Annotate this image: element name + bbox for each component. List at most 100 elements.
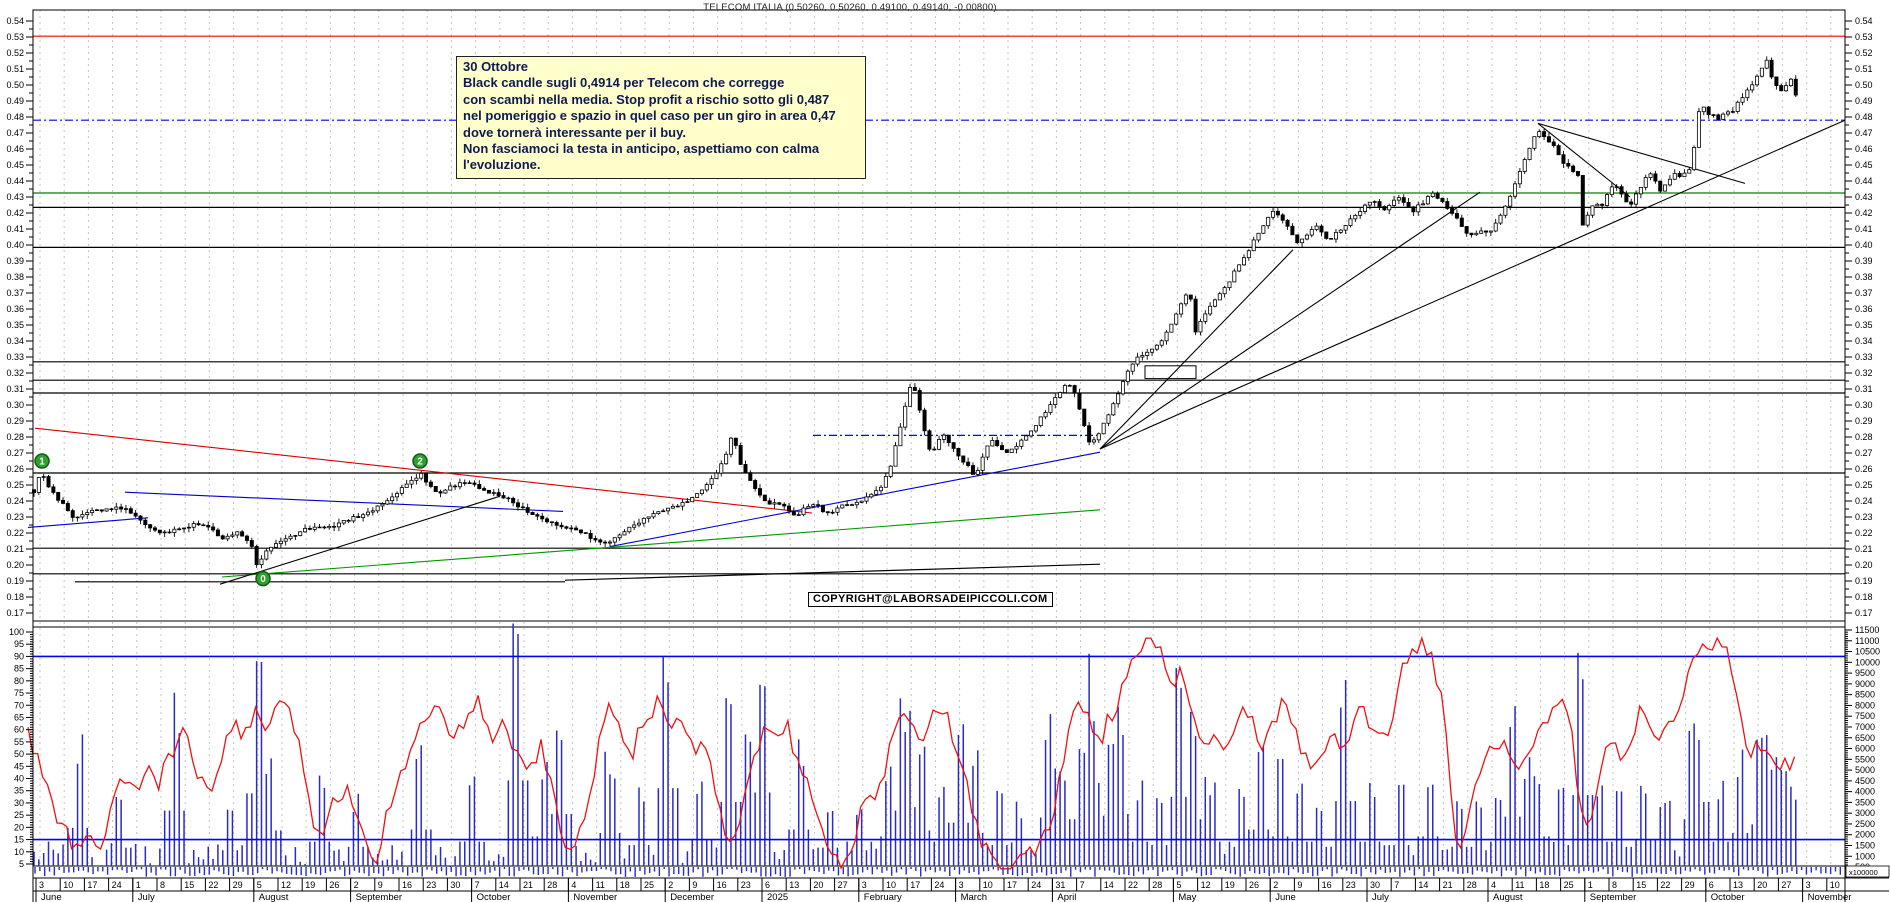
svg-text:1: 1 (1588, 880, 1593, 890)
svg-text:0.27: 0.27 (6, 448, 24, 458)
svg-text:0.32: 0.32 (1855, 368, 1873, 378)
svg-text:7: 7 (475, 880, 480, 890)
svg-text:16: 16 (717, 880, 727, 890)
svg-text:0.20: 0.20 (6, 560, 24, 570)
annotation-line: dove tornerà interessante per il buy. (463, 124, 686, 140)
svg-text:20: 20 (813, 880, 823, 890)
svg-text:95: 95 (14, 639, 24, 649)
svg-text:0.29: 0.29 (6, 416, 24, 426)
svg-text:28: 28 (1152, 880, 1162, 890)
svg-text:26: 26 (329, 880, 339, 890)
svg-text:60: 60 (14, 725, 24, 735)
svg-text:0.53: 0.53 (6, 32, 24, 42)
svg-text:0.44: 0.44 (6, 176, 24, 186)
svg-text:5: 5 (1176, 880, 1181, 890)
svg-text:0.49: 0.49 (6, 96, 24, 106)
svg-text:19: 19 (305, 880, 315, 890)
svg-text:7000: 7000 (1855, 722, 1875, 732)
oscillator-line (27, 635, 1796, 870)
svg-text:0.42: 0.42 (1855, 208, 1873, 218)
svg-text:April: April (1057, 892, 1076, 902)
svg-text:17: 17 (87, 880, 97, 890)
svg-text:22: 22 (1128, 880, 1138, 890)
svg-text:0.45: 0.45 (1855, 160, 1873, 170)
annotation-line: con scambi nella media. Stop profit a ri… (463, 91, 830, 107)
svg-text:26: 26 (1249, 880, 1259, 890)
svg-text:75: 75 (14, 688, 24, 698)
svg-text:24: 24 (1031, 880, 1041, 890)
svg-text:0.25: 0.25 (1855, 480, 1873, 490)
svg-text:February: February (864, 892, 902, 902)
gridlines (39, 10, 1832, 866)
svg-text:June: June (41, 892, 62, 902)
svg-text:0.18: 0.18 (6, 592, 24, 602)
svg-text:0.51: 0.51 (6, 64, 24, 74)
annotation-line: nel pomeriggio e spazio in quel caso per… (463, 108, 836, 124)
svg-text:3: 3 (862, 880, 867, 890)
svg-text:7: 7 (1394, 880, 1399, 890)
svg-text:31: 31 (1055, 880, 1065, 890)
svg-text:0.41: 0.41 (6, 224, 24, 234)
svg-text:0.44: 0.44 (1855, 176, 1873, 186)
svg-text:0.22: 0.22 (1855, 528, 1873, 538)
svg-text:0.26: 0.26 (1855, 464, 1873, 474)
svg-text:December: December (670, 892, 714, 902)
svg-text:22: 22 (1660, 880, 1670, 890)
svg-text:15: 15 (14, 835, 24, 845)
svg-text:4: 4 (1491, 880, 1496, 890)
svg-text:0.17: 0.17 (1855, 608, 1873, 618)
chart-title: TELECOM ITALIA (0.50260, 0.50260, 0.4910… (703, 2, 997, 13)
annotation-box[interactable]: 30 Ottobre Black candle sugli 0,4914 per… (456, 56, 866, 179)
svg-text:9: 9 (378, 880, 383, 890)
svg-text:0.30: 0.30 (6, 400, 24, 410)
svg-text:2025: 2025 (767, 892, 788, 902)
svg-text:9500: 9500 (1855, 668, 1875, 678)
trend-lines (27, 119, 1846, 585)
svg-text:0.39: 0.39 (6, 256, 24, 266)
svg-text:7: 7 (1080, 880, 1085, 890)
svg-text:0.37: 0.37 (6, 288, 24, 298)
svg-text:50: 50 (14, 749, 24, 759)
svg-text:0: 0 (260, 574, 266, 585)
svg-text:0.33: 0.33 (1855, 352, 1873, 362)
svg-text:24: 24 (112, 880, 122, 890)
wave-markers[interactable]: 1 0 2 (34, 453, 428, 587)
oscillator-threshold-lines (33, 655, 1845, 841)
svg-text:0.17: 0.17 (6, 608, 24, 618)
svg-text:2500: 2500 (1855, 819, 1875, 829)
svg-text:0.53: 0.53 (1855, 32, 1873, 42)
svg-text:9: 9 (692, 880, 697, 890)
svg-text:4000: 4000 (1855, 787, 1875, 797)
svg-text:1500: 1500 (1855, 841, 1875, 851)
svg-text:0.50: 0.50 (1855, 80, 1873, 90)
svg-text:0.36: 0.36 (6, 304, 24, 314)
svg-text:11500: 11500 (1855, 625, 1879, 635)
annotation-line: l'evoluzione. (463, 157, 541, 173)
svg-text:5000: 5000 (1855, 765, 1875, 775)
svg-text:22: 22 (208, 880, 218, 890)
svg-text:9000: 9000 (1855, 679, 1875, 689)
svg-text:1: 1 (136, 880, 141, 890)
svg-text:0.49: 0.49 (1855, 96, 1873, 106)
svg-text:17: 17 (910, 880, 920, 890)
svg-text:0.28: 0.28 (1855, 432, 1873, 442)
svg-text:11: 11 (1515, 880, 1524, 890)
svg-text:September: September (356, 892, 402, 902)
svg-text:0.19: 0.19 (1855, 576, 1873, 586)
svg-text:0.38: 0.38 (1855, 272, 1873, 282)
svg-text:28: 28 (547, 880, 557, 890)
svg-text:29: 29 (1685, 880, 1695, 890)
svg-text:4: 4 (571, 880, 576, 890)
svg-text:23: 23 (426, 880, 436, 890)
svg-text:3: 3 (39, 880, 44, 890)
svg-text:6500: 6500 (1855, 733, 1875, 743)
svg-text:3000: 3000 (1855, 808, 1875, 818)
svg-text:25: 25 (644, 880, 654, 890)
svg-text:0.54: 0.54 (1855, 16, 1873, 26)
svg-text:0.27: 0.27 (1855, 448, 1873, 458)
svg-text:1: 1 (39, 457, 45, 468)
svg-text:25: 25 (14, 810, 24, 820)
svg-text:5500: 5500 (1855, 754, 1875, 764)
